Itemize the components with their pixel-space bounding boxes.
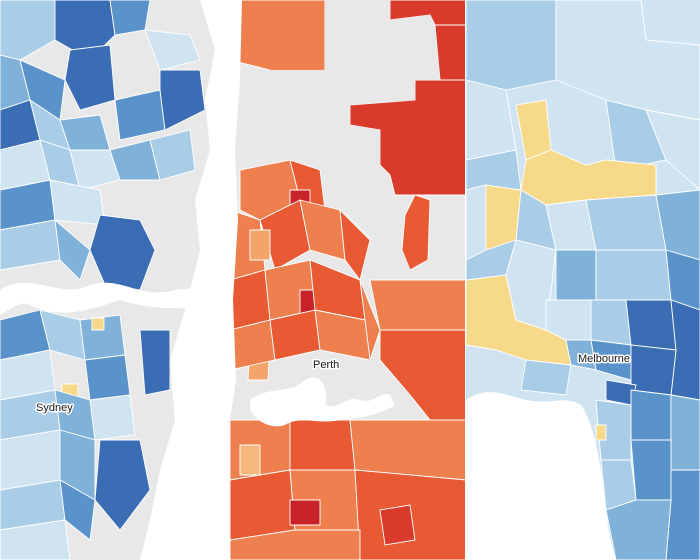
sydney-suburb [144, 29, 201, 71]
perth-river [250, 377, 395, 427]
perth-suburb [289, 499, 321, 526]
sydney-suburb [89, 394, 136, 441]
perth-suburb [249, 229, 271, 261]
perth-suburb [239, 444, 261, 476]
perth-no-data-block [370, 195, 410, 270]
melbourne-suburb [625, 299, 677, 351]
melbourne-suburb [655, 189, 700, 261]
perth-suburb [379, 504, 416, 546]
perth-map-panel: Perth [230, 0, 466, 560]
melbourne-suburb [605, 499, 672, 560]
melbourne-suburb [555, 249, 597, 301]
melbourne-suburb [520, 359, 572, 396]
perth-suburbs [230, 0, 466, 560]
melbourne-suburb [630, 439, 672, 501]
sydney-suburb [94, 439, 151, 531]
perth-no-data-block [270, 0, 440, 165]
perth-suburb [230, 0, 326, 76]
sydney-suburb [149, 129, 196, 181]
melbourne-suburb [466, 184, 487, 261]
melbourne-suburb [595, 249, 672, 301]
sydney-suburb [0, 0, 61, 61]
sydney-suburb [109, 0, 151, 36]
perth-label: Perth [313, 359, 339, 371]
sydney-suburb [0, 429, 61, 491]
melbourne-suburbs [466, 0, 700, 560]
melbourne-suburb [590, 299, 632, 346]
sydney-suburb [0, 519, 71, 560]
perth-map: Perth [230, 0, 466, 560]
sydney-map: Sydney [0, 0, 230, 560]
melbourne-suburb [595, 424, 607, 441]
sydney-suburb [54, 218, 91, 281]
sydney-ocean [140, 0, 230, 560]
melbourne-suburb [630, 344, 677, 396]
perth-suburb [289, 419, 356, 471]
sydney-map-panel: Sydney [0, 0, 230, 560]
melbourne-suburb [630, 389, 672, 441]
melbourne-suburb [466, 149, 522, 191]
melbourne-suburb [670, 394, 700, 471]
perth-suburb [369, 279, 466, 331]
perth-suburb [230, 269, 271, 331]
melbourne-map: Melbourne [466, 0, 700, 560]
perth-suburb [434, 24, 466, 81]
sydney-suburb [139, 329, 171, 396]
sydney-label: Sydney [36, 402, 73, 414]
melbourne-suburb [665, 249, 700, 311]
sydney-suburbs [0, 0, 206, 560]
sydney-suburb [64, 44, 116, 111]
melbourne-label: Melbourne [578, 353, 630, 365]
sydney-harbour [0, 282, 230, 315]
sydney-suburb [59, 479, 96, 541]
melbourne-suburb [585, 194, 667, 251]
melbourne-suburb [645, 109, 700, 191]
melbourne-suburb [665, 469, 700, 560]
perth-suburb [230, 469, 296, 541]
perth-suburb [230, 529, 361, 560]
sydney-suburb [91, 317, 105, 331]
melbourne-suburb [555, 0, 700, 121]
melbourne-suburb [466, 0, 557, 91]
perth-suburb [314, 309, 371, 361]
perth-ocean [230, 0, 242, 420]
melbourne-bay [466, 392, 616, 560]
melbourne-suburb [505, 239, 557, 331]
melbourne-map-panel: Melbourne [466, 0, 700, 560]
sydney-suburb [159, 69, 206, 131]
sydney-suburb [84, 354, 131, 401]
perth-suburb [349, 419, 466, 481]
melbourne-suburb [545, 299, 597, 341]
